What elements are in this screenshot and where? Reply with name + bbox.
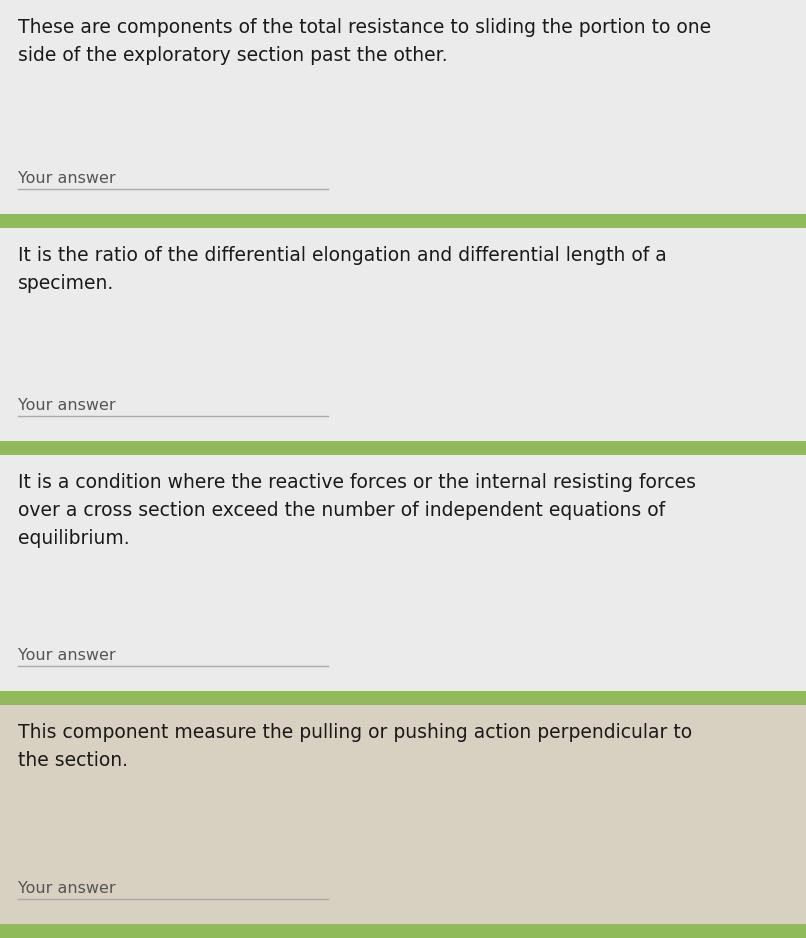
Text: These are components of the total resistance to sliding the portion to one
side : These are components of the total resist… [18, 18, 711, 65]
Bar [0, 228, 806, 441]
Bar [0, 705, 806, 924]
Bar [0, 924, 806, 938]
Text: Your answer: Your answer [18, 881, 115, 896]
Bar [0, 691, 806, 705]
Text: This component measure the pulling or pushing action perpendicular to
the sectio: This component measure the pulling or pu… [18, 723, 692, 770]
Bar [0, 0, 806, 214]
Text: 1: 1 [804, 246, 806, 264]
Bar [0, 214, 806, 228]
Text: It is a condition where the reactive forces or the internal resisting forces
ove: It is a condition where the reactive for… [18, 473, 696, 548]
Bar [0, 441, 806, 455]
Bar [0, 455, 806, 691]
Text: 1: 1 [804, 18, 806, 36]
Text: Your answer: Your answer [18, 171, 115, 186]
Text: Your answer: Your answer [18, 398, 115, 413]
Text: Your answer: Your answer [18, 648, 115, 663]
Text: It is the ratio of the differential elongation and differential length of a
spec: It is the ratio of the differential elon… [18, 246, 667, 293]
